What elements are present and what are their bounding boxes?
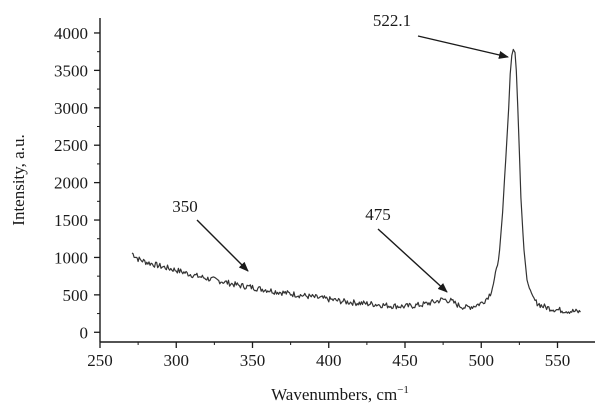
x-tick-label: 350 bbox=[240, 351, 266, 370]
y-tick-label: 2000 bbox=[54, 174, 88, 193]
y-tick-label: 3000 bbox=[54, 99, 88, 118]
x-axis-title: Wavenumbers, cm−1 bbox=[271, 384, 409, 404]
y-axis-title: Intensity, a.u. bbox=[9, 134, 28, 225]
y-tick-label: 500 bbox=[63, 286, 89, 305]
y-tick-label: 1000 bbox=[54, 248, 88, 267]
peak-label: 475 bbox=[365, 205, 391, 224]
y-tick-label: 2500 bbox=[54, 136, 88, 155]
peak-annotations: 350 475 522.1 bbox=[172, 11, 509, 293]
x-tick-label: 300 bbox=[164, 351, 190, 370]
x-tick-label: 550 bbox=[545, 351, 571, 370]
spectrum-series-line bbox=[131, 48, 581, 314]
x-tick-label: 400 bbox=[316, 351, 342, 370]
annotation-arrow bbox=[196, 219, 249, 272]
x-axis-title-superscript: −1 bbox=[397, 384, 409, 396]
x-tick-label: 250 bbox=[87, 351, 113, 370]
y-tick-label: 0 bbox=[80, 323, 89, 342]
y-axis-ticks: 0 500 1000 1500 2000 2500 3000 3500 4000 bbox=[54, 24, 100, 342]
x-tick-label: 500 bbox=[469, 351, 495, 370]
annotation-arrow bbox=[377, 228, 448, 293]
y-tick-label: 1500 bbox=[54, 211, 88, 230]
x-axis-ticks: 250 300 350 400 450 500 550 bbox=[87, 342, 570, 370]
x-axis-title-text: Wavenumbers, cm bbox=[271, 385, 397, 404]
annotation-arrow bbox=[417, 35, 509, 59]
y-tick-label: 3500 bbox=[54, 61, 88, 80]
y-tick-label: 4000 bbox=[54, 24, 88, 43]
peak-label: 350 bbox=[172, 197, 198, 216]
x-tick-label: 450 bbox=[392, 351, 418, 370]
peak-label: 522.1 bbox=[373, 11, 411, 30]
